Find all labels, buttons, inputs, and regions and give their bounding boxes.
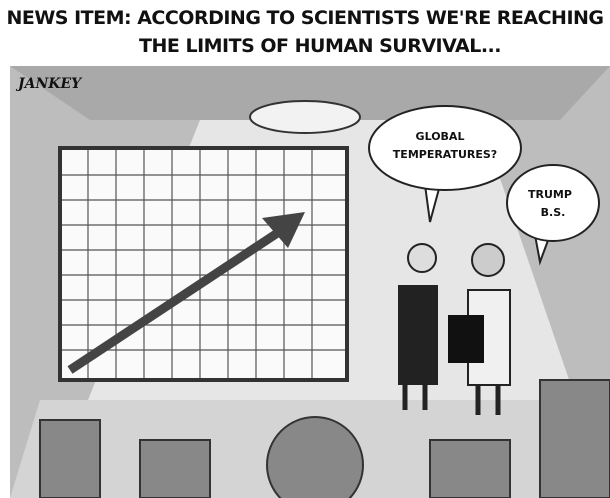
bubble-text: TRUMP: [528, 188, 572, 201]
cartoon: NEWS ITEM: ACCORDING TO SCIENTISTS WE'RE…: [0, 0, 610, 498]
lamp: [250, 101, 360, 133]
caption-line: THE LIMITS OF HUMAN SURVIVAL...: [139, 35, 501, 57]
scene: JANKEY: [10, 66, 610, 498]
page: NEWS ITEM: ACCORDING TO SCIENTISTS WE'RE…: [0, 0, 610, 498]
bubble-text: TEMPERATURES?: [393, 148, 497, 161]
signature: JANKEY: [15, 76, 83, 92]
bubble-text: GLOBAL: [416, 130, 465, 143]
bubble-text: B.S.: [541, 206, 566, 219]
caption-line: NEWS ITEM: ACCORDING TO SCIENTISTS WE'RE…: [6, 7, 603, 29]
